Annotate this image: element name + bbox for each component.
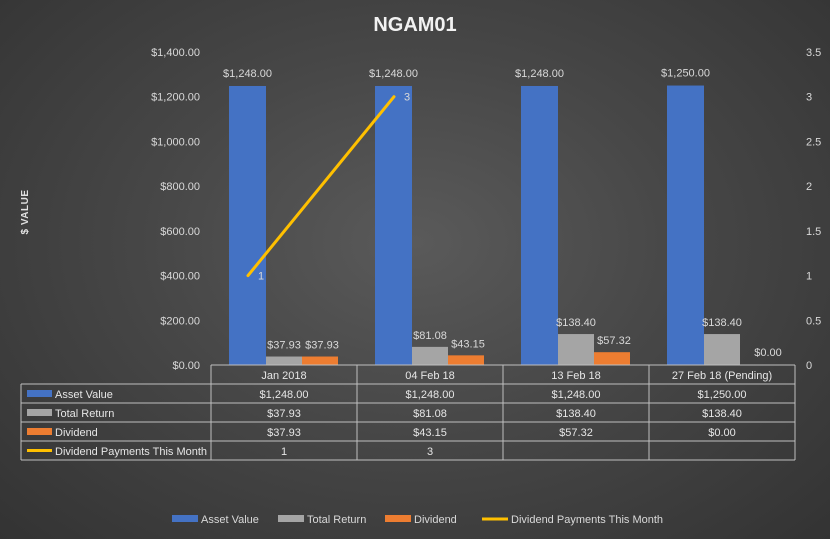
y-tick-label: $800.00 xyxy=(160,181,200,193)
legend-label: Dividend xyxy=(414,514,457,526)
table-cell: $37.93 xyxy=(267,427,301,439)
data-label: $37.93 xyxy=(267,340,301,352)
data-table: Jan 2018 04 Feb 18 13 Feb 18 27 Feb 18 (Pen… xyxy=(20,364,796,461)
table-cell: $81.08 xyxy=(413,408,447,420)
y-tick-label: $1,000.00 xyxy=(151,136,200,148)
bar-total-return xyxy=(704,334,740,365)
chart-title: NGAM01 xyxy=(373,14,456,36)
y2-tick-label: 0 xyxy=(806,360,812,372)
y2-axis-ticks: 0 0.5 1 1.5 2 2.5 3 3.5 xyxy=(806,47,821,372)
table-cell: $1,248.00 xyxy=(406,389,455,401)
data-labels: $1,248.00 $37.93 $37.93 $1,248.00 $81.08 $43.… xyxy=(223,68,782,359)
data-label: $43.15 xyxy=(451,338,485,350)
data-label: $138.40 xyxy=(702,317,742,329)
legend-key xyxy=(278,515,304,522)
legend: Asset Value Total Return Dividend Dividend … xyxy=(172,514,663,526)
table-cell: $57.32 xyxy=(559,427,593,439)
table-legend-key xyxy=(27,390,52,397)
table-legend-key xyxy=(27,428,52,435)
bar-dividend xyxy=(448,355,484,365)
bar-total-return xyxy=(412,346,448,365)
y-tick-label: $600.00 xyxy=(160,226,200,238)
legend-key xyxy=(385,515,411,522)
table-series-name: Dividend xyxy=(55,427,98,439)
data-label: $1,248.00 xyxy=(223,68,272,80)
y-tick-label: $1,400.00 xyxy=(151,47,200,59)
bar-dividend xyxy=(594,352,630,365)
bar-asset-value xyxy=(375,85,412,366)
data-label: $1,248.00 xyxy=(369,68,418,80)
bar-total-return xyxy=(266,356,302,365)
legend-label: Asset Value xyxy=(201,514,259,526)
line-data-label: 3 xyxy=(404,92,410,104)
y-axis-label: $ VALUE xyxy=(20,190,31,235)
table-cell: 1 xyxy=(281,446,287,458)
y2-tick-label: 2.5 xyxy=(806,136,821,148)
legend-label: Total Return xyxy=(307,514,366,526)
table-cell: $37.93 xyxy=(267,408,301,420)
bar-total-return xyxy=(558,334,594,365)
y2-tick-label: 1 xyxy=(806,271,812,283)
legend-label: Dividend Payments This Month xyxy=(511,514,663,526)
data-label: $138.40 xyxy=(556,317,596,329)
data-label: $37.93 xyxy=(305,340,339,352)
data-label: $1,250.00 xyxy=(661,68,710,80)
table-series-name: Dividend Payments This Month xyxy=(55,446,207,458)
bar-series xyxy=(229,85,740,366)
table-series-name: Total Return xyxy=(55,408,114,420)
bar-dividend xyxy=(302,356,338,365)
table-cell: $0.00 xyxy=(708,427,736,439)
category-label: 04 Feb 18 xyxy=(405,370,455,382)
y-tick-label: $200.00 xyxy=(160,315,200,327)
y2-tick-label: 1.5 xyxy=(806,226,821,238)
y2-tick-label: 0.5 xyxy=(806,315,821,327)
table-cell: 3 xyxy=(427,446,433,458)
legend-key xyxy=(172,515,198,522)
table-legend-key xyxy=(27,409,52,416)
category-label: Jan 2018 xyxy=(261,370,306,382)
line-dividend-payments xyxy=(246,95,396,278)
y-tick-label: $0.00 xyxy=(172,360,200,372)
bar-asset-value xyxy=(521,85,558,366)
line-series xyxy=(246,95,396,278)
table-cell: $1,248.00 xyxy=(552,389,601,401)
y-tick-label: $1,200.00 xyxy=(151,92,200,104)
table-cell: $138.40 xyxy=(556,408,596,420)
y-tick-label: $400.00 xyxy=(160,271,200,283)
table-cell: $138.40 xyxy=(702,408,742,420)
category-label: 13 Feb 18 xyxy=(551,370,601,382)
data-label: $0.00 xyxy=(754,347,782,359)
data-label: $1,248.00 xyxy=(515,68,564,80)
y2-tick-label: 2 xyxy=(806,181,812,193)
bar-asset-value xyxy=(667,85,704,366)
table-cell: $43.15 xyxy=(413,427,447,439)
y2-tick-label: 3 xyxy=(806,92,812,104)
y2-tick-label: 3.5 xyxy=(806,47,821,59)
table-cell: $1,250.00 xyxy=(698,389,747,401)
category-label: 27 Feb 18 (Pending) xyxy=(672,370,772,382)
table-series-name: Asset Value xyxy=(55,389,113,401)
data-label: $81.08 xyxy=(413,330,447,342)
table-cell: $1,248.00 xyxy=(260,389,309,401)
bar-asset-value xyxy=(229,85,266,366)
data-label: $57.32 xyxy=(597,335,631,347)
line-data-label: 1 xyxy=(258,271,264,283)
y-axis-ticks: $0.00 $200.00 $400.00 $600.00 $800.00 $1,000.… xyxy=(151,47,200,372)
